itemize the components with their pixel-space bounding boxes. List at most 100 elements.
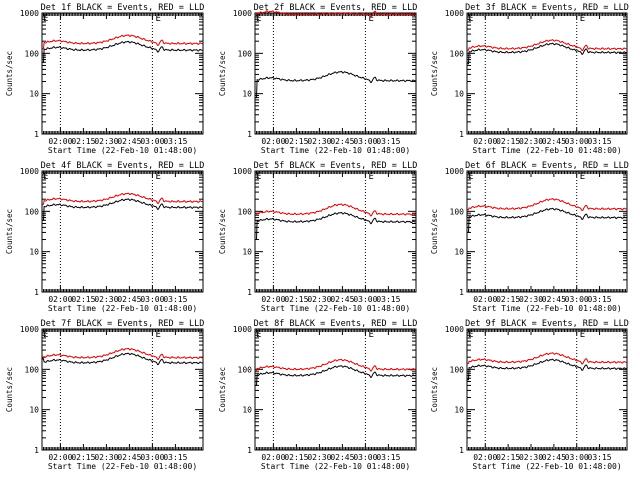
x-axis-label: Start Time (22-Feb-10 01:48:00) [472,304,621,313]
y-tick-label: 1000 [445,325,464,334]
x-tick-label: 03:15 [588,295,612,304]
y-tick-label: 100 [238,49,253,58]
chart-panel-3: Det 3f BLACK = Events, RED = LLD Counts/s… [430,3,629,155]
y-axis-label: Counts/sec [5,209,14,254]
y-axis-label: Counts/sec [218,209,227,254]
plot-frame [41,170,204,293]
y-tick-label: 1000 [20,167,39,176]
x-tick-label: 02:30 [519,295,543,304]
x-tick-label: 02:00 [48,137,72,146]
marker-label: E [580,330,585,340]
y-tick-label: 10 [242,248,252,257]
chart-panel-7: Det 7f BLACK = Events, RED = LLD Counts/s… [5,319,204,471]
y-tick-label: 100 [25,207,40,216]
x-tick-label: 02:00 [261,453,285,462]
events-series-line [42,352,203,366]
x-axis-label: Start Time (22-Feb-10 01:48:00) [261,304,410,313]
events-series-line [42,40,203,63]
x-tick-label: 02:30 [519,137,543,146]
x-tick-label: 02:30 [307,453,331,462]
chart-panel-8: Det 8f BLACK = Events, RED = LLD Counts/s… [218,319,417,471]
plot-frame [41,12,204,135]
chart-title: Det 2f BLACK = Events, RED = LLD [254,3,418,13]
marker-label: E [368,172,373,182]
marker-label: E [468,14,473,24]
marker-label: E [580,172,585,182]
y-tick-label: 1 [34,288,39,297]
x-tick-label: 02:45 [330,137,354,146]
y-tick-label: 1 [459,288,464,297]
y-tick-label: 10 [454,406,464,415]
lld-series-line [42,34,203,50]
chart-title: Det 4f BLACK = Events, RED = LLD [41,161,205,171]
x-axis-label: Start Time (22-Feb-10 01:48:00) [472,146,621,155]
events-series-line [255,70,416,99]
x-tick-label: 03:15 [163,453,187,462]
x-tick-label: 02:45 [542,137,566,146]
x-tick-label: 03:15 [588,453,612,462]
x-tick-label: 02:00 [473,295,497,304]
marker-label: E [256,172,261,182]
y-axis-label: Counts/sec [218,367,227,412]
chart-panel-2: Det 2f BLACK = Events, RED = LLD Counts/s… [218,3,417,155]
y-tick-label: 100 [238,207,253,216]
x-tick-label: 02:15 [496,295,520,304]
y-axis-label: Counts/sec [5,51,14,96]
marker-label: E [468,330,473,340]
marker-label: E [43,330,48,340]
y-axis-label: Counts/sec [430,51,439,96]
y-tick-label: 1 [34,130,39,139]
lld-series-line [255,10,416,18]
x-tick-label: 03:00 [353,295,377,304]
y-tick-label: 10 [29,406,39,415]
x-tick-label: 02:15 [71,295,95,304]
chart-panel-1: Det 1f BLACK = Events, RED = LLD Counts/s… [5,3,204,155]
x-tick-label: 03:00 [565,295,589,304]
x-tick-label: 03:00 [565,137,589,146]
x-tick-label: 02:30 [94,137,118,146]
lld-series-line [42,347,203,361]
x-tick-label: 03:00 [140,137,164,146]
x-tick-label: 03:15 [163,295,187,304]
chart-panel-6: Det 6f BLACK = Events, RED = LLD Counts/s… [430,161,629,313]
y-tick-label: 100 [450,207,465,216]
y-tick-label: 1 [459,130,464,139]
x-axis-label: Start Time (22-Feb-10 01:48:00) [48,304,197,313]
y-tick-label: 100 [238,365,253,374]
x-axis-label: Start Time (22-Feb-10 01:48:00) [472,462,621,471]
chart-title: Det 3f BLACK = Events, RED = LLD [465,3,629,13]
x-tick-label: 03:00 [353,453,377,462]
lld-series-line [255,358,416,372]
y-tick-label: 10 [242,90,252,99]
lld-series-line [42,192,203,205]
marker-label: E [368,330,373,340]
y-axis-label: Counts/sec [218,51,227,96]
x-tick-label: 03:00 [353,137,377,146]
marker-label: E [155,14,160,24]
x-tick-label: 02:00 [48,453,72,462]
marker-label: E [43,14,48,24]
y-axis-label: Counts/sec [430,209,439,254]
y-tick-label: 1000 [20,9,39,18]
y-tick-label: 1 [247,446,252,455]
marker-label: E [155,172,160,182]
y-tick-label: 100 [450,365,465,374]
y-tick-label: 10 [242,406,252,415]
marker-label: E [368,14,373,24]
x-tick-label: 02:00 [48,295,72,304]
x-tick-label: 02:30 [519,453,543,462]
x-tick-label: 02:30 [307,137,331,146]
x-tick-label: 02:00 [261,295,285,304]
marker-label: E [256,14,261,24]
y-tick-label: 1 [247,130,252,139]
y-axis-label: Counts/sec [430,367,439,412]
x-tick-label: 02:15 [71,453,95,462]
x-tick-label: 02:15 [284,295,308,304]
y-tick-label: 100 [450,49,465,58]
events-series-line [467,207,627,233]
marker-label: E [43,172,48,182]
x-tick-label: 02:45 [542,453,566,462]
marker-label: E [256,330,261,340]
y-tick-label: 1000 [445,9,464,18]
